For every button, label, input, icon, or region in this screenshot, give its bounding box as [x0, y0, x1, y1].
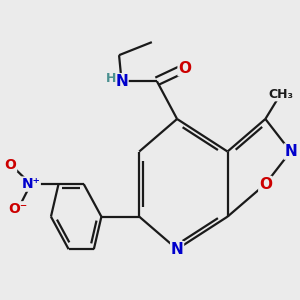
Text: O: O — [5, 158, 16, 172]
Text: H: H — [106, 72, 116, 85]
Text: O⁻: O⁻ — [8, 202, 28, 216]
Text: O: O — [178, 61, 191, 76]
Text: N: N — [284, 144, 297, 159]
Text: O: O — [259, 177, 272, 192]
Text: N: N — [115, 74, 128, 89]
Text: CH₃: CH₃ — [268, 88, 293, 101]
Text: N: N — [171, 242, 184, 257]
Text: N⁺: N⁺ — [21, 177, 40, 191]
